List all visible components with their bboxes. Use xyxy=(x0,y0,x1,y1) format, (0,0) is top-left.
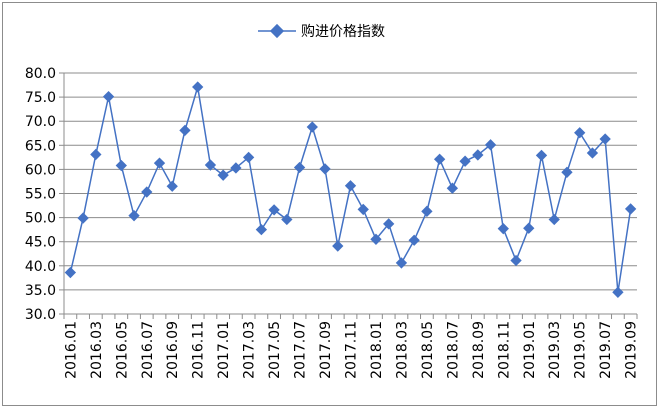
data-point xyxy=(408,234,420,246)
x-axis-tick-labels: 2016.01 2016.03 2016.05 2016.07 2016.09 2016.… xyxy=(63,321,639,379)
data-point xyxy=(268,204,280,216)
data-point xyxy=(255,223,268,236)
x-tick-label: 2017.11 xyxy=(344,321,360,379)
data-point xyxy=(459,155,471,167)
x-tick-label: 2017.09 xyxy=(318,321,334,379)
x-tick-label: 2018.09 xyxy=(471,321,487,379)
data-point xyxy=(242,151,255,164)
x-tick-label: 2016.11 xyxy=(191,321,207,379)
y-tick-label: 45.0 xyxy=(25,235,56,251)
x-tick-label: 2016.01 xyxy=(63,321,79,379)
x-tick-label: 2019.07 xyxy=(598,321,614,379)
y-tick-label: 70.0 xyxy=(25,114,56,130)
data-point xyxy=(561,166,573,178)
x-tick-label: 2018.01 xyxy=(369,321,385,379)
data-point xyxy=(77,212,89,224)
y-tick-label: 30.0 xyxy=(25,307,56,323)
data-point xyxy=(192,81,204,93)
data-point xyxy=(574,127,586,139)
data-point xyxy=(497,223,509,235)
data-point xyxy=(128,210,140,222)
data-point xyxy=(306,121,318,133)
data-point xyxy=(230,162,242,174)
data-point xyxy=(102,90,115,103)
data-point xyxy=(281,213,293,226)
data-point xyxy=(332,240,344,252)
x-tick-label: 2017.01 xyxy=(216,321,232,379)
data-point xyxy=(344,180,357,192)
data-point xyxy=(395,257,408,269)
x-tick-label: 2016.07 xyxy=(140,321,156,379)
x-tick-label: 2018.11 xyxy=(496,321,512,379)
x-tick-label: 2017.07 xyxy=(293,321,309,379)
data-point xyxy=(370,233,382,245)
data-point xyxy=(319,163,331,175)
data-point xyxy=(421,205,433,217)
data-point xyxy=(204,159,217,171)
x-tick-label: 2018.03 xyxy=(394,321,410,379)
x-tick-label: 2019.05 xyxy=(573,321,589,379)
x-tick-label: 2019.09 xyxy=(624,321,640,379)
y-tick-label: 80.0 xyxy=(25,66,56,82)
legend-marker-swatch xyxy=(269,23,285,39)
data-point xyxy=(383,218,395,230)
y-tick-label: 35.0 xyxy=(25,283,56,299)
x-tick-label: 2019.03 xyxy=(547,321,563,379)
x-tick-label: 2016.05 xyxy=(114,321,130,379)
x-tick-label: 2017.03 xyxy=(242,321,258,379)
data-point xyxy=(446,182,459,194)
legend: 购进价格指数 xyxy=(258,23,385,40)
data-point xyxy=(523,222,535,234)
data-point xyxy=(612,286,624,298)
y-tick-label: 40.0 xyxy=(25,259,56,275)
x-tick-label: 2016.09 xyxy=(165,321,181,379)
data-point xyxy=(141,186,153,198)
data-point xyxy=(293,161,306,174)
data-point xyxy=(179,124,191,137)
axes xyxy=(63,73,638,319)
data-point xyxy=(586,147,599,159)
y-tick-label: 55.0 xyxy=(25,187,56,203)
x-tick-label: 2016.03 xyxy=(89,321,105,379)
y-tick-label: 65.0 xyxy=(25,138,56,154)
data-point xyxy=(484,139,497,151)
x-tick-label: 2018.07 xyxy=(445,321,461,379)
data-point xyxy=(535,149,548,162)
data-point xyxy=(624,203,637,215)
data-point xyxy=(433,153,446,165)
y-tick-label: 50.0 xyxy=(25,211,56,227)
y-axis-tick-labels: 30.0 35.0 40.0 45.0 50.0 55.0 60.0 65.0 70.0 75.0… xyxy=(25,66,56,323)
data-point xyxy=(217,169,229,181)
data-point xyxy=(166,180,178,192)
legend-label: 购进价格指数 xyxy=(301,24,385,40)
y-tick-label: 60.0 xyxy=(25,162,56,178)
data-point xyxy=(153,157,166,169)
data-point xyxy=(599,133,611,145)
data-point xyxy=(510,254,522,267)
data-point xyxy=(90,148,102,161)
data-point xyxy=(64,266,77,279)
x-tick-label: 2018.05 xyxy=(420,321,436,379)
x-tick-label: 2017.05 xyxy=(267,321,283,379)
gridlines xyxy=(59,72,637,315)
x-tick-label: 2019.01 xyxy=(522,321,538,379)
data-point xyxy=(472,149,484,161)
data-point xyxy=(357,203,369,216)
y-tick-label: 75.0 xyxy=(25,90,56,106)
data-point xyxy=(548,213,560,226)
